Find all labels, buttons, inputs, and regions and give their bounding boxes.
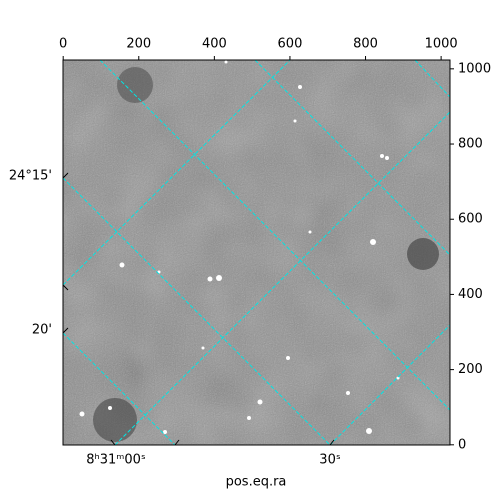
- frame: [62, 59, 451, 446]
- ra-tick-label: 30ˢ: [319, 453, 341, 468]
- ra-tick-label: 8ʰ31ᵐ00ˢ: [86, 453, 146, 468]
- y-tick-label: 400: [458, 287, 483, 302]
- dec-tick-label: 20': [32, 323, 52, 338]
- y-tick-label: 800: [458, 137, 483, 152]
- y-tick-label: 0: [458, 437, 466, 452]
- y-tick-label: 1000: [458, 61, 491, 76]
- image: [63, 60, 450, 445]
- x-tick-label: 0: [59, 37, 67, 52]
- y-tick-label: 600: [458, 212, 483, 227]
- x-tick-label: 800: [353, 37, 378, 52]
- world-ticks: [62, 172, 335, 446]
- x-tick-label: 1000: [425, 37, 458, 52]
- coordinate-grid: [63, 60, 450, 445]
- dec-tick-label: 24°15': [9, 169, 52, 184]
- x-tick-label: 400: [202, 37, 227, 52]
- x-tick-label: 200: [126, 37, 151, 52]
- y-tick-label: 200: [458, 362, 483, 377]
- x-tick-label: 600: [278, 37, 303, 52]
- x-axis-label: pos.eq.ra: [226, 475, 287, 490]
